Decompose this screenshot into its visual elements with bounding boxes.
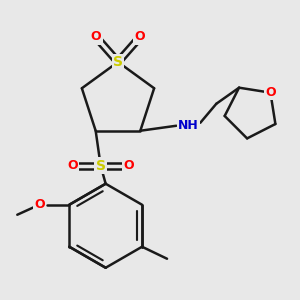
Text: NH: NH bbox=[178, 119, 199, 132]
Text: S: S bbox=[96, 159, 106, 173]
Text: O: O bbox=[68, 159, 78, 172]
Text: O: O bbox=[34, 198, 45, 211]
Text: S: S bbox=[113, 55, 123, 69]
Text: O: O bbox=[265, 86, 276, 99]
Text: O: O bbox=[135, 31, 145, 44]
Text: O: O bbox=[123, 159, 134, 172]
Text: O: O bbox=[91, 31, 101, 44]
